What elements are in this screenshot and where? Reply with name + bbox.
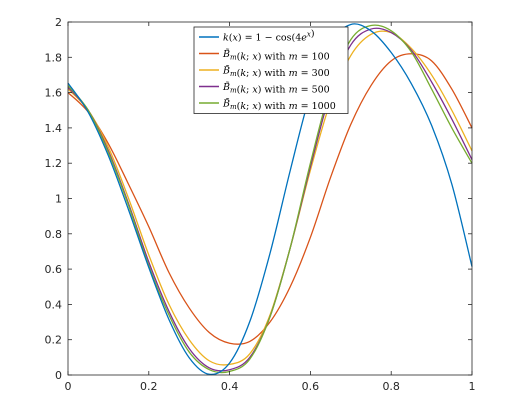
legend-box [193, 26, 349, 114]
x-tick-label: 0.6 [302, 380, 320, 393]
y-tick-label: 1.6 [45, 87, 63, 100]
x-tick-label: 1 [469, 380, 476, 393]
legend-entry-4: B̃m(k; x) with m = 1000 [222, 98, 336, 112]
y-tick-label: 1 [55, 193, 62, 206]
x-tick-label: 0 [65, 380, 72, 393]
legend-entry-1: B̃m(k; x) with m = 100 [222, 48, 330, 62]
y-tick-label: 0.6 [45, 263, 63, 276]
legend: k(x) = 1 − cos(4ex) B̃m(k; x) with m = 10… [193, 26, 349, 114]
series-layer [67, 23, 473, 376]
series-line-1 [67, 53, 473, 345]
y-tick-label: 1.2 [45, 157, 63, 170]
y-tick-label: 2 [55, 16, 62, 29]
y-tick-label: 0.4 [45, 298, 63, 311]
y-tick-label: 0.8 [45, 228, 63, 241]
series-line-4 [67, 24, 473, 374]
y-tick-label: 0.2 [45, 334, 63, 347]
y-tick-label: 0 [55, 369, 62, 382]
x-tick-label: 0.4 [221, 380, 239, 393]
x-tick-label: 0.2 [140, 380, 158, 393]
y-tick-label: 1.4 [45, 122, 63, 135]
legend-entry-2: B̃m(k; x) with m = 300 [222, 65, 330, 79]
legend-entry-3: B̃m(k; x) with m = 500 [222, 81, 330, 95]
legend-entry-0: k(x) = 1 − cos(4ex) [223, 29, 315, 44]
x-tick-label: 0.8 [382, 380, 400, 393]
y-tick-label: 1.8 [45, 51, 63, 64]
series-line-0 [67, 23, 473, 376]
axes-layer: 0 0.2 0.4 0.6 0.8 1 0 0.2 0.4 0.6 0.8 1 1.2 1.4 1.6 1.8… [45, 16, 476, 393]
